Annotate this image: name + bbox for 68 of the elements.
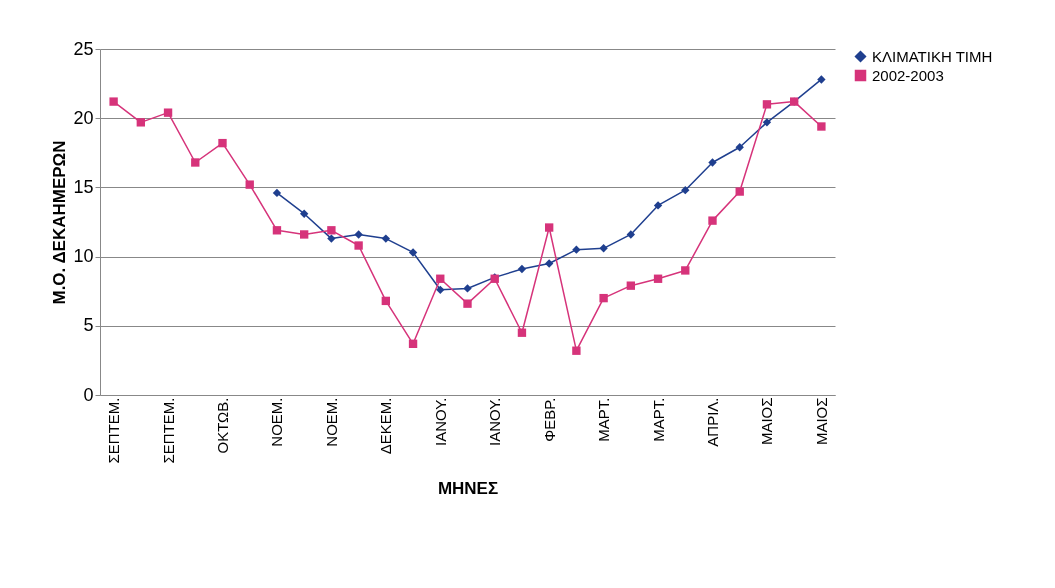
x-tick-label: ΣΕΠΤΕΜ. bbox=[105, 397, 123, 464]
point bbox=[599, 244, 608, 253]
x-tick-label: ΦΕΒΡ. bbox=[540, 397, 558, 442]
y-axis-title: Μ.Ο. ΔΕΚΑΗΜΕΡΩΝ bbox=[50, 140, 70, 305]
point bbox=[381, 234, 391, 243]
y-tick-label: 10 bbox=[73, 246, 94, 267]
point bbox=[544, 259, 554, 268]
point bbox=[708, 216, 717, 225]
x-tick-label: ΙΑΝΟΥ. bbox=[431, 397, 449, 446]
point bbox=[408, 248, 418, 257]
point bbox=[653, 274, 663, 283]
x-tick-label: ΜΑΡΤ. bbox=[649, 397, 667, 442]
point bbox=[354, 230, 363, 239]
point bbox=[381, 296, 391, 306]
point bbox=[272, 188, 282, 198]
point bbox=[735, 187, 744, 196]
point bbox=[327, 234, 336, 243]
x-axis-title: ΜΗΝΕΣ bbox=[437, 479, 499, 499]
legend-label: ΚΛΙΜΑΤΙΚΗ ΤΙΜΗ bbox=[872, 47, 993, 65]
x-tick-label: ΑΠΡΙΛ. bbox=[704, 397, 721, 447]
point bbox=[436, 274, 445, 283]
point bbox=[626, 230, 636, 239]
point bbox=[626, 281, 636, 290]
point bbox=[572, 346, 581, 355]
y-tick-label: 0 bbox=[83, 384, 94, 405]
x-tick-label: ΔΕΚΕΜ. bbox=[377, 397, 395, 455]
point bbox=[408, 339, 418, 348]
x-tick-label: ΜΑΡΤ. bbox=[595, 397, 613, 442]
point bbox=[136, 118, 146, 127]
point bbox=[708, 158, 717, 167]
point bbox=[299, 209, 309, 218]
point bbox=[245, 180, 254, 189]
y-tick-label: 25 bbox=[73, 38, 94, 59]
point bbox=[653, 201, 663, 210]
x-tick-label: ΝΟΕΜ. bbox=[322, 397, 340, 447]
y-tick-label: 15 bbox=[73, 176, 94, 197]
point bbox=[544, 223, 554, 232]
point bbox=[191, 158, 200, 167]
x-tick-label: ΜΑΙΟΣ bbox=[812, 397, 830, 446]
point bbox=[681, 185, 690, 195]
point bbox=[517, 328, 527, 337]
point bbox=[762, 100, 772, 109]
point bbox=[517, 264, 527, 274]
point bbox=[681, 266, 690, 275]
point bbox=[735, 143, 744, 152]
point bbox=[354, 241, 363, 250]
point bbox=[572, 245, 581, 254]
point bbox=[817, 122, 826, 131]
y-tick-label: 5 bbox=[83, 315, 94, 336]
point bbox=[599, 293, 608, 303]
point bbox=[218, 138, 227, 148]
point bbox=[436, 285, 445, 294]
x-tick-label: ΜΑΙΟΣ bbox=[758, 397, 776, 446]
point bbox=[463, 284, 472, 293]
x-tick-label: ΙΑΝΟΥ. bbox=[486, 397, 504, 446]
y-tick-label: 20 bbox=[73, 107, 94, 128]
point bbox=[463, 299, 472, 308]
x-tick-label: ΣΕΠΤΕΜ. bbox=[159, 397, 177, 464]
point bbox=[327, 226, 336, 235]
point bbox=[163, 108, 173, 117]
point bbox=[817, 75, 826, 84]
point bbox=[299, 230, 309, 239]
point bbox=[762, 118, 772, 127]
point bbox=[109, 97, 118, 106]
x-tick-label: ΟΚΤΩΒ. bbox=[214, 397, 231, 454]
legend-label: 2002-2003 bbox=[872, 66, 944, 84]
x-tick-label: ΝΟΕΜ. bbox=[268, 397, 286, 447]
point bbox=[272, 226, 282, 235]
